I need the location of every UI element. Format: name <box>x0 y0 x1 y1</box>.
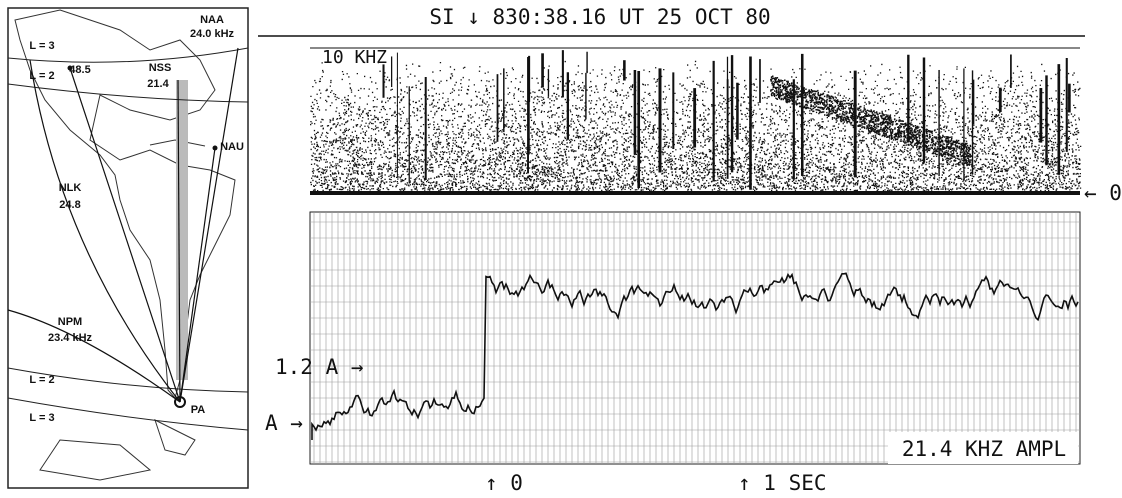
l-shell <box>7 367 249 393</box>
level-label: 1.2 A → <box>275 355 364 379</box>
chart-paper <box>309 211 1081 465</box>
l-shell <box>7 47 249 63</box>
spectrogram <box>310 47 1082 195</box>
label-box <box>888 432 1078 464</box>
panel-label: 21.4 KHZ AMPL <box>902 437 1066 461</box>
transmitter <box>67 65 73 71</box>
coastline <box>14 9 236 400</box>
propagation-paths <box>7 47 239 403</box>
map-label: 48.5 <box>69 64 90 76</box>
map-label: NLK <box>59 182 82 194</box>
transmitter <box>212 145 218 151</box>
map-label: NAA <box>200 14 224 26</box>
amplitude-panel <box>309 211 1081 465</box>
scale-label: 10 KHZ <box>322 47 387 68</box>
map-label: L = 2 <box>29 374 54 386</box>
map-label: NPM <box>58 316 82 328</box>
map-panel: NAA 24.0 kHz L = 3 L = 2 48.5 NSS 21.4 N… <box>7 7 249 489</box>
l-shell <box>7 397 249 431</box>
noise <box>310 60 1082 192</box>
coastline <box>39 419 196 481</box>
time-label: ↑ 1 SEC <box>738 471 827 495</box>
map-label: 24.8 <box>59 199 80 211</box>
map-label: L = 2 <box>29 70 54 82</box>
zero-label: ← 0 <box>1084 181 1122 205</box>
map-label: PA <box>191 404 206 416</box>
map-label: NSS <box>149 62 172 74</box>
l-shell <box>7 83 249 103</box>
map-label: L = 3 <box>29 40 54 52</box>
level-label: A → <box>265 411 303 435</box>
map-frame <box>7 7 249 489</box>
time-label: ↑ 0 <box>485 471 523 495</box>
map-label: NAU <box>220 141 244 153</box>
station <box>174 396 186 408</box>
map-label: 23.4 kHz <box>48 332 93 344</box>
map-label: L = 3 <box>29 412 54 424</box>
map-label: 21.4 <box>147 78 169 90</box>
record-title: SI ↓ 830:38.16 UT 25 OCT 80 <box>429 5 770 29</box>
coastline <box>149 139 206 147</box>
amplitude-trace <box>311 272 1079 440</box>
map-label: 24.0 kHz <box>190 28 235 40</box>
